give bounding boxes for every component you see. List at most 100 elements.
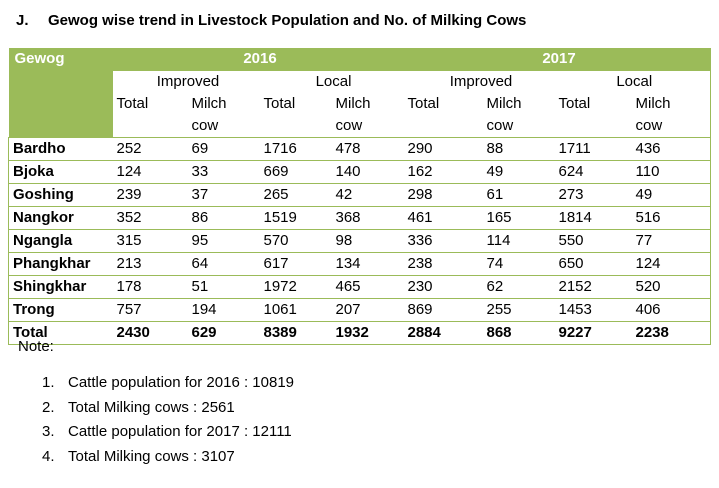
cell: 368 [331, 206, 404, 230]
notes-list: 1. Cattle population for 2016 : 10819 2. To… [42, 374, 294, 472]
table-row: Shingkhar 178 51 1972 465 230 62 2152 520 [8, 275, 711, 299]
section-heading: J. Gewog wise trend in Livestock Populati… [16, 12, 526, 29]
cell: 2884 [403, 321, 483, 345]
cell: 461 [403, 206, 483, 230]
row-label: Bjoka [8, 160, 113, 184]
cell: 62 [482, 275, 555, 299]
cell: 255 [482, 298, 555, 322]
cell: 1061 [259, 298, 332, 322]
cell: 238 [403, 252, 483, 276]
gewog-header-fill [8, 71, 113, 93]
row-label: Goshing [8, 183, 113, 207]
table-row: Goshing 239 37 265 42 298 61 273 49 [8, 183, 711, 207]
column-header: Total [263, 95, 296, 112]
list-item: 2. Total Milking cows : 2561 [42, 399, 294, 424]
section-number: J. [16, 12, 29, 29]
column-header [112, 115, 188, 138]
note-label: Note: [18, 338, 54, 355]
cell: 213 [112, 252, 188, 276]
cell: 9227 [554, 321, 632, 345]
cell: 51 [187, 275, 260, 299]
cell: 239 [112, 183, 188, 207]
row-label: Ngangla [8, 229, 113, 253]
column-header [554, 115, 632, 138]
column-header: cow [331, 115, 404, 138]
cell: 478 [331, 137, 404, 161]
table-row: Bardho 252 69 1716 478 290 88 1711 436 [8, 137, 711, 161]
cell: 74 [482, 252, 555, 276]
cell: 352 [112, 206, 188, 230]
cell: 273 [554, 183, 632, 207]
cell: 757 [112, 298, 188, 322]
cell: 33 [187, 160, 260, 184]
cell: 88 [482, 137, 555, 161]
table-row: Nangkor 352 86 1519 368 461 165 1814 516 [8, 206, 711, 230]
cell: 265 [259, 183, 332, 207]
year-header-row: Gewog 2016 2017 [8, 48, 711, 71]
column-header: cow [631, 115, 711, 138]
cell: 2238 [631, 321, 711, 345]
group-header-row: Improved Local Improved Local [8, 71, 711, 93]
column-header: Milch [335, 95, 371, 112]
note-number: 3. [42, 423, 55, 440]
column-header: Milch [631, 93, 711, 115]
cell: 869 [403, 298, 483, 322]
total-row: Total 2430 629 8389 1932 2884 868 9227 2… [8, 321, 711, 345]
list-item: 4. Total Milking cows : 3107 [42, 448, 294, 473]
table-row: Ngangla 315 95 570 98 336 114 550 77 [8, 229, 711, 253]
cell: 2152 [554, 275, 632, 299]
cell: 669 [259, 160, 332, 184]
cell: 86 [187, 206, 260, 230]
column-header [403, 115, 483, 138]
note-text: Total Milking cows : 3107 [68, 447, 235, 465]
cell: 134 [331, 252, 404, 276]
cell: 49 [631, 183, 711, 207]
year-header: 2016 [243, 50, 277, 67]
note-number: 4. [42, 447, 55, 465]
cell: 868 [482, 321, 555, 345]
cell: 465 [331, 275, 404, 299]
note-text: Cattle population for 2016 : 10819 [68, 374, 295, 391]
group-header: Local [315, 73, 352, 90]
cell: 69 [187, 137, 260, 161]
cell: 315 [112, 229, 188, 253]
column-header: Total [116, 95, 149, 112]
cell: 49 [482, 160, 555, 184]
cell: 1711 [554, 137, 632, 161]
table-row: Trong 757 194 1061 207 869 255 1453 406 [8, 298, 711, 322]
gewog-header: Gewog [14, 50, 65, 67]
group-header: Local [554, 71, 711, 93]
column-header-row: Total Milch Total Milch Total Milch Tota… [8, 93, 711, 115]
row-label: Total [8, 321, 113, 345]
group-header: Improved [156, 73, 220, 90]
cell: 98 [331, 229, 404, 253]
cell: 110 [631, 160, 711, 184]
note-text: Cattle population for 2017 : 12111 [68, 423, 292, 440]
list-item: 3. Cattle population for 2017 : 12111 [42, 423, 294, 448]
cell: 77 [631, 229, 711, 253]
cell: 290 [403, 137, 483, 161]
cell: 124 [112, 160, 188, 184]
cell: 114 [482, 229, 555, 253]
table-row: Phangkhar 213 64 617 134 238 74 650 124 [8, 252, 711, 276]
cell: 1814 [554, 206, 632, 230]
cell: 1453 [554, 298, 632, 322]
cell: 124 [631, 252, 711, 276]
row-label: Nangkor [8, 206, 113, 230]
cell: 298 [403, 183, 483, 207]
column-header-row-2: cow cow cow cow [8, 115, 711, 138]
note-number: 1. [42, 374, 55, 391]
row-label: Trong [8, 298, 113, 322]
cell: 1932 [331, 321, 404, 345]
list-item: 1. Cattle population for 2016 : 10819 [42, 374, 294, 399]
cell: 165 [482, 206, 555, 230]
cell: 1972 [259, 275, 332, 299]
column-header: Milch [486, 95, 522, 112]
cell: 61 [482, 183, 555, 207]
cell: 617 [259, 252, 332, 276]
column-header: Total [558, 95, 591, 112]
cell: 37 [187, 183, 260, 207]
cell: 178 [112, 275, 188, 299]
cell: 570 [259, 229, 332, 253]
column-header: Milch [191, 95, 227, 112]
